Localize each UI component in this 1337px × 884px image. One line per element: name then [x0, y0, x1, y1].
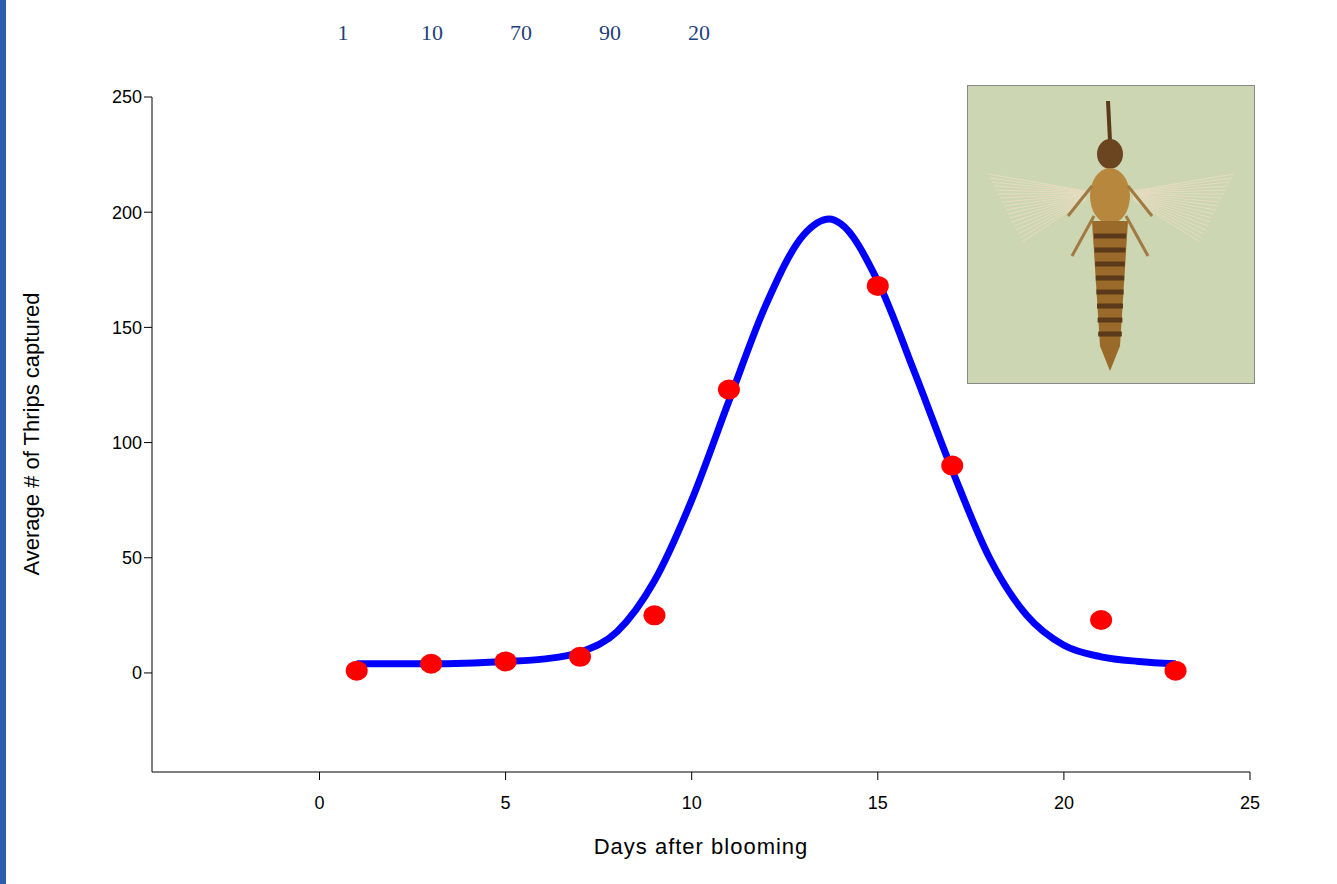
html-text:90: 90: [599, 20, 621, 45]
svg-text:0: 0: [314, 793, 324, 813]
svg-text:150: 150: [112, 318, 142, 338]
svg-text:5: 5: [501, 793, 511, 813]
html-text:1: 1: [337, 20, 349, 45]
html-text:Average # of Thrips captured: Average # of Thrips captured: [19, 292, 44, 575]
svg-text:250: 250: [112, 87, 142, 107]
svg-text:20: 20: [1054, 793, 1074, 813]
svg-text:10: 10: [682, 793, 702, 813]
svg-text:50: 50: [122, 548, 142, 568]
svg-text:100: 100: [112, 433, 142, 453]
html-text:10: 10: [421, 20, 443, 45]
svg-text:0: 0: [132, 663, 142, 683]
html-text:70: 70: [510, 20, 532, 45]
svg-text:15: 15: [868, 793, 888, 813]
svg-text:Days after blooming: Days after blooming: [594, 834, 809, 859]
html-text:20: 20: [688, 20, 710, 45]
svg-text:200: 200: [112, 203, 142, 223]
svg-text:25: 25: [1240, 793, 1260, 813]
